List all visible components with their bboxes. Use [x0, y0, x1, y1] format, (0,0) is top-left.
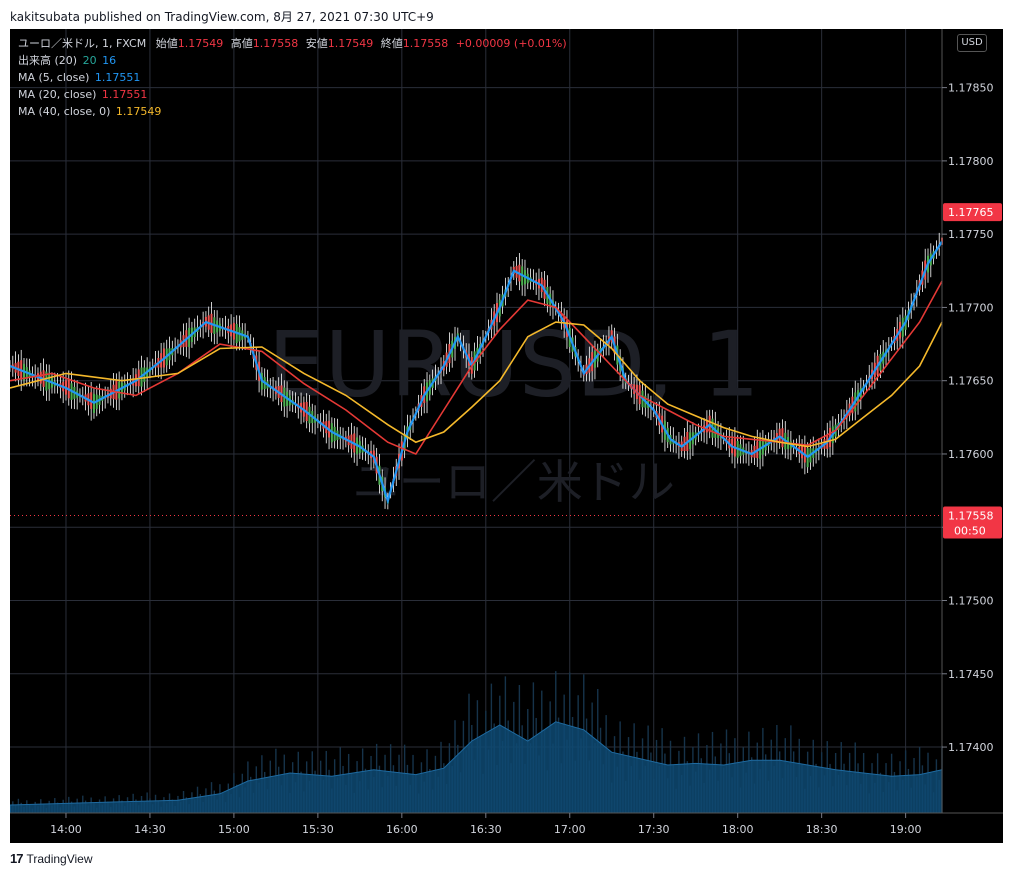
- legend-high-label: 高値: [230, 37, 253, 50]
- legend-ma40-row[interactable]: MA (40, close, 0) 1.17549: [18, 103, 567, 120]
- last-price-label: 1.17765: [948, 206, 994, 219]
- time-tick-label: 15:00: [218, 823, 250, 836]
- legend-volume-up: 20: [82, 54, 97, 67]
- time-tick-label: 14:00: [50, 823, 82, 836]
- time-tick-label: 16:30: [470, 823, 502, 836]
- current-price-tag[interactable]: [943, 506, 1002, 539]
- legend-high-value: 1.17558: [252, 37, 299, 50]
- legend-symbol[interactable]: ユーロ／米ドル, 1, FXCM: [18, 37, 147, 50]
- countdown-label: 00:50: [954, 525, 986, 538]
- time-tick-label: 16:00: [386, 823, 418, 836]
- legend-ma40-label[interactable]: MA (40, close, 0): [18, 105, 111, 118]
- chart-area[interactable]: EURUSD, 1 ユーロ／米ドル 1.17850 1.17800 1.17750 1.1…: [10, 29, 1003, 843]
- legend-low-label: 安値: [305, 37, 328, 50]
- ma20-line: [10, 280, 943, 455]
- ma40-line: [10, 321, 943, 448]
- time-tick-label: 19:00: [890, 823, 922, 836]
- price-tick-label: 1.17400: [948, 741, 994, 754]
- legend-change: +0.00009 (+0.01%): [455, 37, 567, 50]
- chart-legend: ユーロ／米ドル, 1, FXCM 始値1.17549 高値1.17558 安値1…: [18, 35, 567, 120]
- legend-ma20-row[interactable]: MA (20, close) 1.17551: [18, 86, 567, 103]
- time-tick-label: 17:00: [554, 823, 586, 836]
- watermark-name: ユーロ／米ドル: [353, 455, 675, 509]
- current-price-label: 1.17558: [948, 510, 994, 523]
- time-tick-label: 15:30: [302, 823, 334, 836]
- legend-ma40-value: 1.17549: [115, 105, 162, 118]
- footer-brand[interactable]: 17 TradingView: [10, 851, 93, 866]
- legend-volume-label[interactable]: 出来高 (20): [18, 54, 78, 67]
- legend-open-label: 始値: [155, 37, 178, 50]
- currency-button[interactable]: USD: [957, 34, 987, 52]
- price-tick-label: 1.17750: [948, 228, 994, 241]
- time-tick-label: 18:00: [722, 823, 754, 836]
- publisher-line: kakitsubata published on TradingView.com…: [10, 10, 434, 24]
- price-tick-label: 1.17500: [948, 595, 994, 608]
- legend-volume-row[interactable]: 出来高 (20) 20 16: [18, 52, 567, 69]
- legend-close-label: 終値: [380, 37, 403, 50]
- time-tick-label: 18:30: [806, 823, 838, 836]
- legend-ma20-value: 1.17551: [101, 88, 148, 101]
- time-tick-label: 14:30: [134, 823, 166, 836]
- tradingview-logo-icon: 17: [10, 851, 24, 866]
- legend-close-value: 1.17558: [402, 37, 449, 50]
- chart-svg[interactable]: EURUSD, 1 ユーロ／米ドル 1.17850 1.17800 1.17750 1.1…: [10, 29, 1003, 843]
- volume-ma-area: [10, 721, 943, 814]
- price-tick-label: 1.17600: [948, 448, 994, 461]
- price-tick-label: 1.17850: [948, 82, 994, 95]
- legend-ma5-label[interactable]: MA (5, close): [18, 71, 90, 84]
- legend-ma5-row[interactable]: MA (5, close) 1.17551: [18, 69, 567, 86]
- legend-open-value: 1.17549: [177, 37, 224, 50]
- ma5-line: [10, 240, 943, 505]
- legend-ma5-value: 1.17551: [94, 71, 141, 84]
- price-tick-label: 1.17800: [948, 155, 994, 168]
- price-tick-label: 1.17700: [948, 301, 994, 314]
- legend-volume-ma: 16: [102, 54, 117, 67]
- legend-symbol-row[interactable]: ユーロ／米ドル, 1, FXCM 始値1.17549 高値1.17558 安値1…: [18, 35, 567, 52]
- price-tick-label: 1.17450: [948, 668, 994, 681]
- time-tick-label: 17:30: [638, 823, 670, 836]
- price-tick-label: 1.17650: [948, 375, 994, 388]
- legend-low-value: 1.17549: [327, 37, 374, 50]
- watermark-symbol: EURUSD, 1: [268, 312, 760, 417]
- footer-brand-name: TradingView: [26, 851, 93, 866]
- last-price-tag[interactable]: [943, 203, 1002, 222]
- legend-ma20-label[interactable]: MA (20, close): [18, 88, 97, 101]
